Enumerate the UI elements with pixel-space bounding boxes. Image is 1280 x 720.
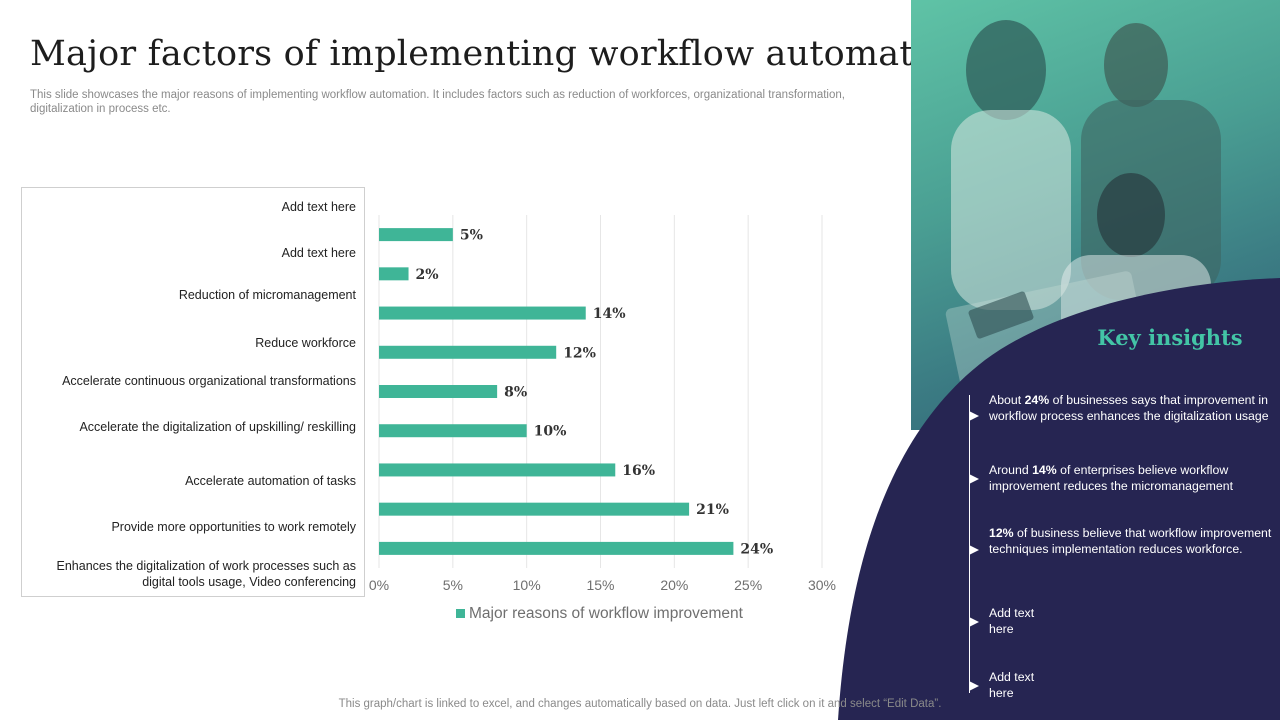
- insight-highlight: 14%: [1032, 463, 1057, 477]
- bar: [379, 424, 527, 438]
- slide-title: Major factors of implementing workflow a…: [30, 34, 970, 74]
- category-label: Reduce workforce: [255, 336, 356, 350]
- x-tick-label: 20%: [660, 577, 688, 593]
- bar: [379, 463, 616, 477]
- category-label: Provide more opportunities to work remot…: [111, 520, 356, 534]
- bar: [379, 267, 409, 281]
- insight-text: of enterprises believe workflow improvem…: [989, 463, 1233, 493]
- data-label: 8%: [504, 385, 527, 401]
- data-label: 21%: [696, 502, 729, 518]
- category-label: Accelerate the digitalization of upskill…: [79, 420, 356, 434]
- x-tick-label: 0%: [369, 577, 389, 593]
- x-tick-label: 15%: [586, 577, 614, 593]
- key-insights-title: Key insights: [1097, 325, 1243, 350]
- data-label: 14%: [593, 306, 626, 322]
- category-label: Reduction of micromanagement: [178, 288, 356, 302]
- category-label: Accelerate automation of tasks: [185, 474, 356, 488]
- category-label-box: [21, 187, 365, 597]
- legend-swatch: [456, 609, 465, 618]
- insight-item: Add text here: [989, 669, 1049, 701]
- bar: [379, 306, 586, 320]
- bullet-arrow-icon: [969, 474, 979, 484]
- data-label: 24%: [740, 541, 773, 557]
- footer-note: This graph/chart is linked to excel, and…: [338, 698, 942, 710]
- bar: [379, 502, 690, 516]
- bullet-arrow-icon: [969, 411, 979, 421]
- category-label: Accelerate continuous organizational tra…: [62, 374, 356, 388]
- bullet-arrow-icon: [969, 545, 979, 555]
- data-label: 5%: [460, 228, 483, 244]
- timeline-line: [969, 395, 970, 693]
- insight-text: About: [989, 393, 1025, 407]
- data-label: 10%: [534, 424, 567, 440]
- bar: [379, 541, 734, 555]
- legend-label: Major reasons of workflow improvement: [469, 605, 744, 622]
- insight-text: of business believe that workflow improv…: [989, 526, 1272, 556]
- x-tick-label: 30%: [808, 577, 836, 593]
- insight-text: Around: [989, 463, 1033, 477]
- insight-text: Add text here: [989, 670, 1035, 700]
- data-label: 12%: [563, 345, 596, 361]
- bullet-arrow-icon: [969, 681, 979, 691]
- insight-item: Add text here: [989, 605, 1049, 637]
- x-tick-label: 25%: [734, 577, 762, 593]
- insight-highlight: 24%: [1024, 393, 1050, 407]
- bar: [379, 345, 557, 359]
- data-label: 16%: [622, 463, 655, 479]
- bar: [379, 228, 453, 242]
- bullet-arrow-icon: [969, 617, 979, 627]
- slide-subtitle: This slide showcases the major reasons o…: [30, 89, 845, 115]
- insight-item: About 24% of businesses says that improv…: [989, 392, 1274, 424]
- bar: [379, 385, 498, 398]
- x-tick-label: 10%: [513, 577, 541, 593]
- insight-item: Around 14% of enterprises believe workfl…: [989, 462, 1274, 494]
- x-tick-label: 5%: [443, 577, 463, 593]
- category-label: Enhances the digitalization of work proc…: [56, 559, 356, 589]
- insight-text: of businesses says that improvement in w…: [989, 393, 1269, 423]
- insight-highlight: 12%: [989, 526, 1014, 540]
- data-label: 2%: [416, 267, 439, 283]
- insight-item: 12% of business believe that workflow im…: [989, 525, 1274, 557]
- category-label: Add text here: [281, 200, 356, 214]
- category-label: Add text here: [281, 246, 356, 260]
- insight-text: Add text here: [989, 606, 1035, 636]
